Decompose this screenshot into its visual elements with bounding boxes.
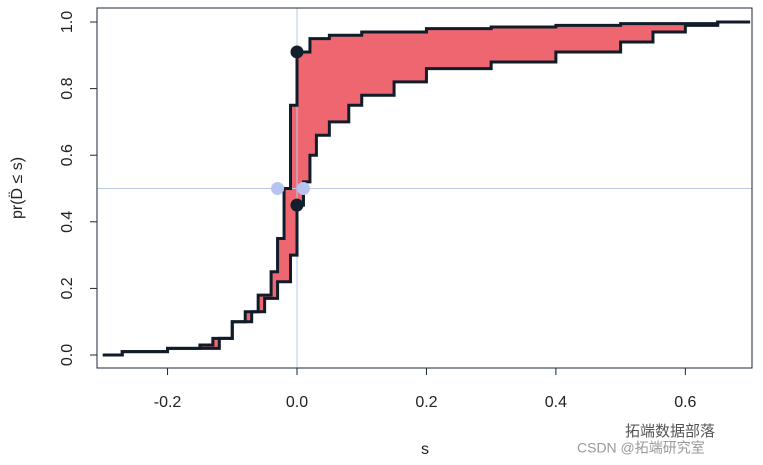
point xyxy=(271,181,285,195)
x-axis-label: s xyxy=(421,441,429,458)
ecdf-line xyxy=(102,20,751,357)
ecdf-line xyxy=(102,20,751,357)
y-tick-label: 0.8 xyxy=(59,77,76,99)
point xyxy=(290,198,304,212)
point xyxy=(290,45,304,59)
plot-frame xyxy=(96,7,753,369)
y-tick-label: 0.2 xyxy=(59,277,76,299)
point xyxy=(296,181,310,195)
x-tick-label: 0.0 xyxy=(286,394,308,411)
x-tick-label: 0.4 xyxy=(545,394,567,411)
watermark: 拓端数据部落 xyxy=(625,423,715,440)
x-tick-label: 0.2 xyxy=(415,394,437,411)
y-tick-label: 1.0 xyxy=(59,11,76,33)
y-tick-label: 0.0 xyxy=(59,344,76,366)
y-tick-label: 0.4 xyxy=(59,211,76,233)
x-tick-label: -0.2 xyxy=(154,394,182,411)
x-tick-label: 0.6 xyxy=(674,394,696,411)
y-axis-label: pr(D̈ ≤ s) xyxy=(8,157,27,219)
y-tick-label: 0.6 xyxy=(59,144,76,166)
watermark: CSDN @拓端研究室 xyxy=(577,440,705,456)
